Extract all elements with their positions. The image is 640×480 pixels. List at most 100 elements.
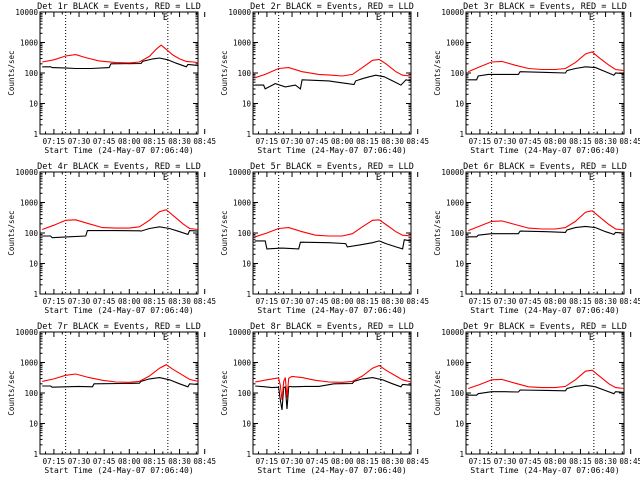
y-axis-label: Counts/sec [7, 50, 16, 95]
y-tick-label: 1000 [446, 39, 465, 48]
y-axis-label: Counts/sec [220, 370, 229, 415]
y-tick-label: 10 [455, 260, 465, 269]
x-tick-label: 08:00 [118, 137, 141, 146]
x-tick-label: 08:45 [193, 137, 216, 146]
x-tick-label: 07:30 [68, 457, 91, 466]
x-tick-label: 08:30 [594, 137, 617, 146]
y-tick-label: 1000 [20, 199, 39, 208]
plot-frame [39, 11, 199, 135]
x-tick-label: 07:45 [519, 297, 542, 306]
plot-frame [39, 171, 199, 295]
x-tick-label: 08:00 [118, 297, 141, 306]
chart-panel-4: Det 4r BLACK = Events, RED = LLD 1 10 100 10… [7, 162, 216, 315]
x-tick-label: 08:15 [356, 457, 379, 466]
x-axis-label: Start Time (24-May-07 07:06:40) [470, 466, 619, 475]
x-tick-label: 08:30 [594, 297, 617, 306]
series-lld-line [467, 51, 625, 73]
x-tick-label: 08:00 [118, 457, 141, 466]
series-events-line [42, 226, 199, 239]
y-tick-label: 100 [450, 69, 464, 78]
x-tick-label: 07:30 [494, 137, 517, 146]
x-tick-label: 08:45 [619, 457, 640, 466]
x-tick-label: 07:15 [469, 137, 492, 146]
x-tick-label: 08:00 [544, 297, 567, 306]
x-tick-label: 07:15 [469, 297, 492, 306]
legend-marker: E [163, 173, 168, 183]
series-lld-line [255, 364, 412, 400]
x-tick-label: 07:15 [256, 137, 279, 146]
chart-title: Det 6r BLACK = Events, RED = LLD [463, 162, 627, 172]
y-tick-label: 10 [29, 260, 39, 269]
x-tick-label: 07:30 [281, 297, 304, 306]
x-tick-label: 08:15 [143, 457, 166, 466]
series-lld-line [255, 58, 412, 79]
y-tick-label: 10 [242, 260, 252, 269]
plot-frame [465, 171, 625, 295]
x-axis-label: Start Time (24-May-07 07:06:40) [257, 306, 406, 315]
y-tick-label: 100 [24, 229, 38, 238]
chart-title: Det 9r BLACK = Events, RED = LLD [463, 322, 627, 332]
y-tick-label: 100 [237, 69, 251, 78]
chart-panel-9: Det 9r BLACK = Events, RED = LLD 1 10 100 10… [433, 322, 640, 475]
y-tick-label: 1 [459, 290, 464, 299]
x-tick-label: 07:15 [43, 137, 66, 146]
y-tick-label: 10 [242, 420, 252, 429]
y-axis-label: Counts/sec [7, 210, 16, 255]
x-axis-label: Start Time (24-May-07 07:06:40) [257, 466, 406, 475]
chart-title: Det 4r BLACK = Events, RED = LLD [37, 162, 201, 172]
x-tick-label: 07:45 [306, 297, 329, 306]
y-tick-label: 100 [237, 229, 251, 238]
y-axis-label: Counts/sec [220, 50, 229, 95]
y-tick-label: 1 [246, 290, 251, 299]
chart-panel-3: Det 3r BLACK = Events, RED = LLD 1 10 100 10… [433, 2, 640, 155]
x-tick-label: 08:45 [619, 297, 640, 306]
x-tick-label: 07:15 [43, 457, 66, 466]
series-events-line [468, 225, 625, 238]
y-tick-label: 10000 [441, 8, 464, 17]
legend-marker: E [589, 13, 594, 23]
legend-marker: E [376, 333, 381, 343]
y-tick-label: 100 [450, 229, 464, 238]
x-tick-label: 08:45 [406, 297, 429, 306]
legend-marker: E [376, 173, 381, 183]
series-events-line [255, 377, 412, 410]
x-tick-label: 08:30 [168, 137, 191, 146]
x-tick-label: 08:15 [569, 137, 592, 146]
x-tick-label: 07:45 [93, 297, 116, 306]
x-tick-label: 08:15 [569, 457, 592, 466]
series-events-line [468, 66, 625, 81]
y-axis-label: Counts/sec [433, 370, 442, 415]
x-tick-label: 07:45 [306, 457, 329, 466]
y-tick-label: 1 [246, 450, 251, 459]
plot-frame [465, 331, 625, 455]
x-axis-label: Start Time (24-May-07 07:06:40) [470, 146, 619, 155]
x-tick-label: 08:30 [168, 457, 191, 466]
series-lld-line [468, 369, 625, 390]
y-tick-label: 1000 [233, 199, 252, 208]
x-tick-label: 08:00 [544, 457, 567, 466]
x-tick-label: 07:45 [306, 137, 329, 146]
y-tick-label: 100 [24, 69, 38, 78]
x-tick-label: 07:45 [93, 137, 116, 146]
x-tick-label: 08:15 [143, 137, 166, 146]
x-tick-label: 07:30 [68, 297, 91, 306]
y-tick-label: 1000 [446, 359, 465, 368]
y-tick-label: 10 [455, 100, 465, 109]
x-tick-label: 08:45 [193, 457, 216, 466]
y-tick-label: 10000 [15, 8, 38, 17]
x-axis-label: Start Time (24-May-07 07:06:40) [44, 306, 193, 315]
x-tick-label: 08:15 [569, 297, 592, 306]
x-tick-label: 07:15 [256, 457, 279, 466]
chart-title: Det 2r BLACK = Events, RED = LLD [250, 2, 414, 12]
legend-marker: E [589, 333, 594, 343]
x-tick-label: 08:45 [193, 297, 216, 306]
y-axis-label: Counts/sec [7, 370, 16, 415]
x-axis-label: Start Time (24-May-07 07:06:40) [44, 146, 193, 155]
series-events-line [42, 377, 199, 388]
series-events-line [255, 239, 412, 250]
y-tick-label: 1000 [233, 359, 252, 368]
y-tick-label: 10000 [15, 168, 38, 177]
x-tick-label: 07:45 [93, 457, 116, 466]
x-tick-label: 07:30 [494, 457, 517, 466]
series-lld-line [42, 44, 199, 64]
